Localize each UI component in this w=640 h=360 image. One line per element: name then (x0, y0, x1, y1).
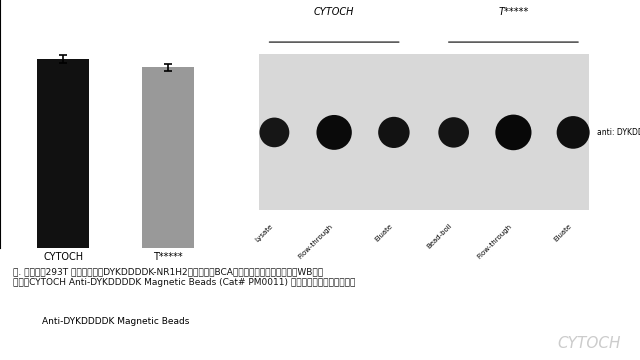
Text: Flow-through: Flow-through (477, 223, 513, 260)
Text: Eluate: Eluate (553, 223, 573, 243)
Text: 图. 免疫沉淄293T 细胞过表达的DYKDDDDK-NR1H2融合蛋白，BCA检测洗脱获得的蛋白浓度；WB检测
也证实CYTOCH Anti-DYKDDDDK: 图. 免疫沉淄293T 细胞过表达的DYKDDDDK-NR1H2融合蛋白，BCA… (13, 268, 355, 287)
Ellipse shape (378, 117, 410, 148)
Text: Flow-through: Flow-through (298, 223, 334, 260)
Text: Bead-boil: Bead-boil (426, 223, 454, 250)
Text: Eluate: Eluate (374, 223, 394, 243)
Text: Lysate: Lysate (255, 223, 275, 243)
Text: T*****: T***** (498, 7, 529, 17)
Text: anti: DYKDDDDK-NR1H2: anti: DYKDDDDK-NR1H2 (596, 128, 640, 137)
Bar (259, 54, 589, 210)
Text: CYTOCH: CYTOCH (557, 336, 621, 351)
Ellipse shape (316, 115, 352, 150)
Ellipse shape (495, 114, 531, 150)
Text: CYTOCH: CYTOCH (314, 7, 355, 17)
Ellipse shape (438, 117, 469, 148)
Ellipse shape (259, 118, 289, 147)
Bar (142, 67, 195, 248)
Text: Anti-DYKDDDDK Magnetic Beads: Anti-DYKDDDDK Magnetic Beads (42, 317, 189, 326)
Ellipse shape (557, 116, 589, 149)
Bar (36, 59, 90, 248)
